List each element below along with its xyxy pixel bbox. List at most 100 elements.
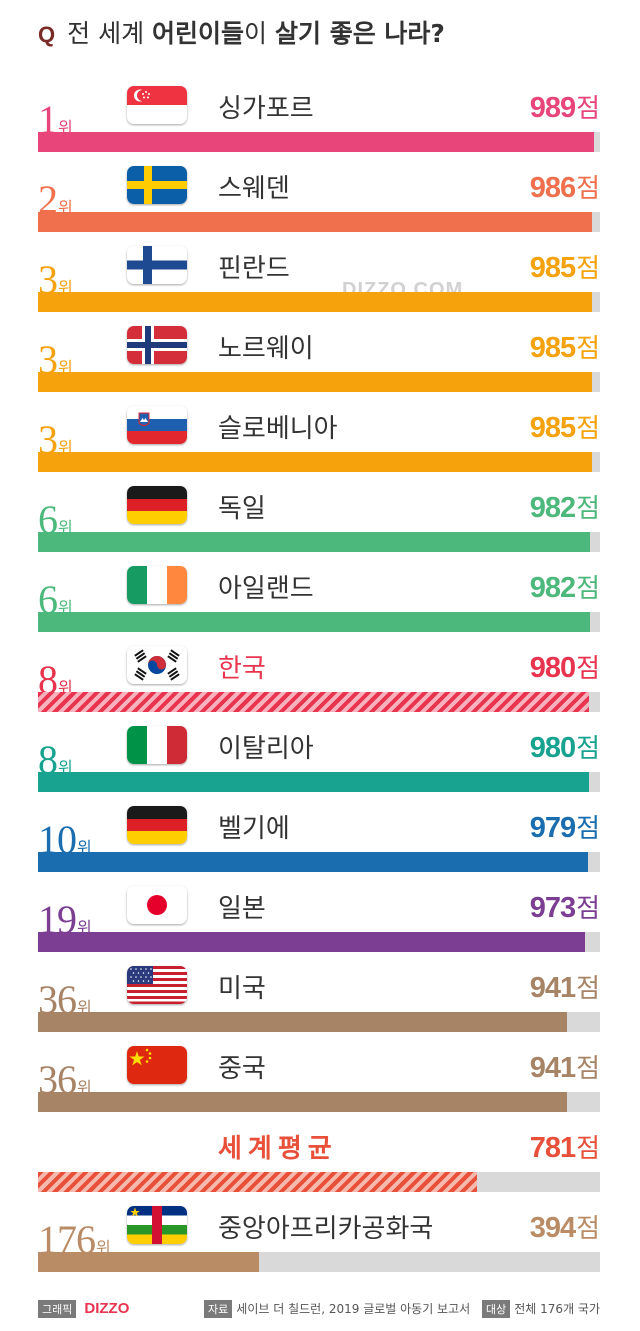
score-value: 980 [529,652,576,684]
chart-row: 6 위 아일랜드 982 점 [0,562,640,642]
score-suffix: 점 [576,1054,600,1084]
ireland-flag-icon [127,566,187,604]
score-suffix: 점 [576,734,600,764]
score-label: 980 점 [530,648,600,685]
bar [38,1012,567,1032]
score-value: 985 [529,412,576,444]
bar [38,772,589,792]
country-name: 한국 [218,654,266,684]
ireland-flag [127,566,187,604]
score-value: 979 [529,812,576,844]
bar-track [38,532,600,552]
score-value: 941 [529,1052,576,1084]
score-suffix: 점 [576,254,600,284]
bar-track [38,852,600,872]
chart-row: 10 위 벨기에 979 점 [0,802,640,882]
country-name: 미국 [218,974,266,1004]
country-name: 스웨덴 [218,174,290,204]
chart-row: 1 위 싱가포르 989 점 [0,82,640,162]
bar [38,932,585,952]
bar [38,612,590,632]
score-suffix: 점 [576,94,600,124]
score-label: 986 점 [530,168,600,205]
bar-track [38,932,600,952]
score-suffix: 점 [576,1134,600,1164]
korea-flag [127,646,187,684]
chart-row: 3 위 슬로베니아 985 점 [0,402,640,482]
bar-track [38,1012,600,1032]
italy-flag [127,726,187,764]
score-label: 989 점 [530,88,600,125]
chart-row: 6 위 독일 982 점 [0,482,640,562]
bar [38,372,592,392]
score-suffix: 점 [576,974,600,1004]
chart-row: 19 위 일본 973 점 [0,882,640,962]
rank-number: 6 [38,497,58,542]
footer: 그래픽 DIZZO 자료 세이브 더 칠드런, 2019 글로벌 아동기 보고서 대… [38,1300,600,1322]
score-suffix: 점 [576,894,600,924]
score-label: 973 점 [530,888,600,925]
central-african-republic-flag [127,1206,187,1244]
slovenia-flag [127,406,187,444]
bar-track [38,772,600,792]
country-name: 슬로베니아 [218,414,338,444]
singapore-flag [127,86,187,124]
page-title: Q 전 세계 어린이들이 살기 좋은 나라? [38,14,445,50]
bar-track [38,692,600,712]
source-text: 세이브 더 칠드런, 2019 글로벌 아동기 보고서 [236,1302,471,1316]
usa-flag-icon [127,966,187,1004]
score-value: 985 [529,332,576,364]
footer-source: 자료 세이브 더 칠드런, 2019 글로벌 아동기 보고서 대상 전체 176개 … [196,1300,600,1318]
score-label: 941 점 [530,968,600,1005]
score-value: 986 [529,172,576,204]
score-label: 941 점 [530,1048,600,1085]
chart-row: 176 위 중앙아프리카공화국 394 점 [0,1202,640,1282]
score-value: 980 [529,732,576,764]
norway-flag-icon [127,326,187,364]
target-text: 전체 176개 국가 [514,1302,600,1316]
finland-flag [127,246,187,284]
country-name: 아일랜드 [218,574,314,604]
score-label: 781 점 [530,1128,600,1165]
china-flag-icon [127,1046,187,1084]
sweden-flag-icon [127,166,187,204]
country-name: 싱가포르 [218,94,314,124]
score-suffix: 점 [576,654,600,684]
country-name: 벨기에 [218,814,290,844]
central-african-republic-flag-icon [127,1206,187,1244]
bar-track [38,1092,600,1112]
country-name: 독일 [218,494,266,524]
country-name: 중앙아프리카공화국 [218,1214,434,1244]
score-label: 985 점 [530,328,600,365]
germany-flag-icon [127,486,187,524]
bar [38,452,592,472]
score-label: 980 점 [530,728,600,765]
target-tag: 대상 [482,1300,511,1318]
score-suffix: 점 [576,174,600,204]
rank-number: 1 [38,97,58,142]
bar-track [38,452,600,472]
bar-track [38,212,600,232]
country-name: 일본 [218,894,266,924]
score-label: 982 점 [530,488,600,525]
title-text: 전 세계 어린이들이 살기 좋은 나라? [67,14,445,50]
footer-credit: 그래픽 DIZZO [38,1300,129,1318]
bar-track [38,292,600,312]
score-value: 973 [529,892,576,924]
bar [38,1092,567,1112]
score-label: 982 점 [530,568,600,605]
bar-track [38,1172,600,1192]
chart-row: 2 위 스웨덴 986 점 [0,162,640,242]
slovenia-flag-icon [127,406,187,444]
score-value: 982 [529,492,576,524]
score-value: 989 [529,92,576,124]
rank-number: 2 [38,177,58,222]
rank-number: 8 [38,737,58,782]
bar [38,212,592,232]
norway-flag [127,326,187,364]
country-name: 중국 [218,1054,266,1084]
chart-row: 8 위 한국 980 점 [0,642,640,722]
china-flag [127,1046,187,1084]
score-label: 394 점 [530,1208,600,1245]
country-name: 노르웨이 [218,334,314,364]
